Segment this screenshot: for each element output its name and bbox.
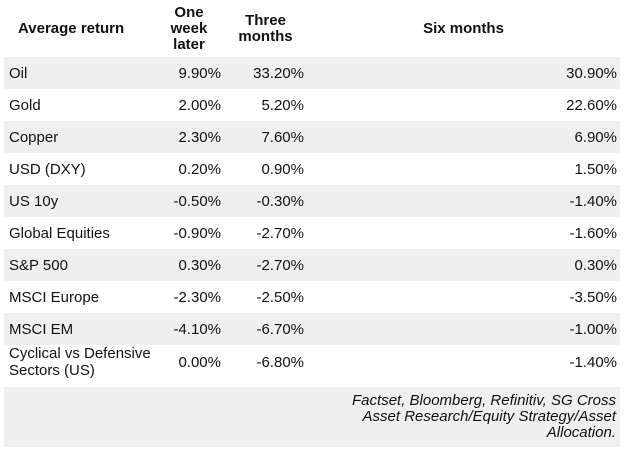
- table-row-gold: Gold 2.00% 5.20% 22.60%: [4, 89, 620, 121]
- six-months-value: -1.60%: [569, 224, 617, 242]
- three-months-value: -6.70%: [256, 320, 304, 338]
- six-months-value: -1.40%: [569, 353, 617, 371]
- source-text: Factset, Bloomberg, Refinitiv, SG Cross …: [352, 392, 616, 441]
- returns-table: Average return One week later Three mont…: [4, 0, 620, 447]
- six-months-value: -3.50%: [569, 288, 617, 306]
- three-months-value: 5.20%: [261, 96, 304, 114]
- one-week-value: 2.00%: [178, 96, 221, 114]
- table-body: Oil 9.90% 33.20% 30.90% Gold 2.00% 5.20%…: [4, 57, 620, 379]
- asset-label: S&P 500: [9, 256, 68, 274]
- one-week-value: 2.30%: [178, 128, 221, 146]
- table-header: Average return One week later Three mont…: [4, 0, 620, 57]
- one-week-value: 0.20%: [178, 160, 221, 178]
- source-note: Factset, Bloomberg, Refinitiv, SG Cross …: [4, 387, 620, 447]
- three-months-value: 33.20%: [253, 64, 304, 82]
- six-months-value: -1.40%: [569, 192, 617, 210]
- three-months-value: -2.50%: [256, 288, 304, 306]
- table-row-global-equities: Global Equities -0.90% -2.70% -1.60%: [4, 217, 620, 249]
- six-months-value: 6.90%: [574, 128, 617, 146]
- table-row-usd-dxy: USD (DXY) 0.20% 0.90% 1.50%: [4, 153, 620, 185]
- table-row-copper: Copper 2.30% 7.60% 6.90%: [4, 121, 620, 153]
- one-week-value: 0.30%: [178, 256, 221, 274]
- one-week-value: 0.00%: [178, 353, 221, 371]
- one-week-value: 9.90%: [178, 64, 221, 82]
- asset-label: Gold: [9, 96, 41, 114]
- table-row-us-10y: US 10y -0.50% -0.30% -1.40%: [4, 185, 620, 217]
- asset-label: Oil: [9, 64, 28, 82]
- header-average-return-label: Average return: [18, 20, 125, 37]
- asset-label: MSCI EM: [9, 320, 74, 338]
- table-row-msci-europe: MSCI Europe -2.30% -2.50% -3.50%: [4, 281, 620, 313]
- header-average-return: Average return: [4, 0, 154, 57]
- header-three-months: Three months: [224, 0, 307, 57]
- table-row-oil: Oil 9.90% 33.20% 30.90%: [4, 57, 620, 89]
- header-one-week-later: One week later: [154, 0, 224, 57]
- six-months-value: 30.90%: [566, 64, 617, 82]
- header-one-week-later-label: One week later: [170, 3, 208, 53]
- table-row-cyclical-vs-defensive: Cyclical vs Defensive Sectors (US) 0.00%…: [4, 345, 620, 379]
- six-months-value: 1.50%: [574, 160, 617, 178]
- asset-label: MSCI Europe: [9, 288, 100, 306]
- three-months-value: 0.90%: [261, 160, 304, 178]
- asset-label: Copper: [9, 128, 59, 146]
- asset-label: US 10y: [9, 192, 59, 210]
- three-months-value: -0.30%: [256, 192, 304, 210]
- table-row-msci-em: MSCI EM -4.10% -6.70% -1.00%: [4, 313, 620, 345]
- asset-label: Cyclical vs Defensive Sectors (US): [9, 345, 151, 379]
- table-row-sp-500: S&P 500 0.30% -2.70% 0.30%: [4, 249, 620, 281]
- header-six-months: Six months: [307, 0, 620, 57]
- three-months-value: 7.60%: [261, 128, 304, 146]
- one-week-value: -4.10%: [173, 320, 221, 338]
- six-months-value: -1.00%: [569, 320, 617, 338]
- header-six-months-label: Six months: [423, 19, 504, 37]
- asset-label: USD (DXY): [9, 160, 86, 178]
- one-week-value: -2.30%: [173, 288, 221, 306]
- six-months-value: 22.60%: [566, 96, 617, 114]
- one-week-value: -0.50%: [173, 192, 221, 210]
- three-months-value: -6.80%: [256, 353, 304, 371]
- three-months-value: -2.70%: [256, 224, 304, 242]
- asset-label: Global Equities: [9, 224, 110, 242]
- header-three-months-label: Three months: [238, 11, 293, 45]
- six-months-value: 0.30%: [574, 256, 617, 274]
- one-week-value: -0.90%: [173, 224, 221, 242]
- three-months-value: -2.70%: [256, 256, 304, 274]
